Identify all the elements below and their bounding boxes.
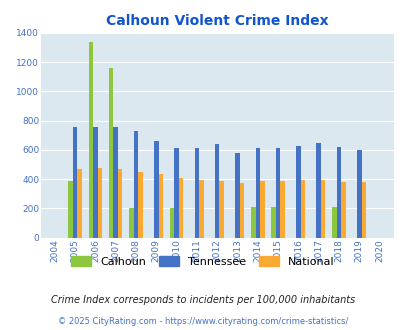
Bar [340, 182, 345, 238]
Bar [316, 143, 320, 238]
Bar [320, 180, 325, 238]
Bar [361, 182, 365, 238]
Bar [178, 179, 183, 238]
Text: © 2025 CityRating.com - https://www.cityrating.com/crime-statistics/: © 2025 CityRating.com - https://www.city… [58, 317, 347, 326]
Bar [271, 207, 275, 238]
Bar [118, 169, 122, 238]
Bar [239, 183, 244, 238]
Bar [154, 141, 158, 238]
Bar [194, 148, 199, 238]
Legend: Calhoun, Tennessee, National: Calhoun, Tennessee, National [71, 256, 334, 267]
Bar [255, 148, 260, 238]
Bar [215, 144, 219, 238]
Bar [113, 126, 118, 238]
Bar [68, 181, 73, 238]
Bar [259, 182, 264, 238]
Bar [331, 207, 336, 238]
Bar [275, 148, 279, 238]
Bar [129, 208, 134, 238]
Title: Calhoun Violent Crime Index: Calhoun Violent Crime Index [106, 14, 328, 28]
Bar [300, 180, 305, 238]
Bar [356, 150, 361, 238]
Bar [174, 148, 178, 238]
Bar [158, 174, 162, 238]
Bar [73, 126, 77, 238]
Bar [336, 147, 341, 238]
Bar [250, 207, 255, 238]
Bar [98, 168, 102, 238]
Bar [109, 68, 113, 238]
Bar [93, 126, 98, 238]
Bar [77, 169, 81, 238]
Bar [88, 42, 93, 238]
Text: Crime Index corresponds to incidents per 100,000 inhabitants: Crime Index corresponds to incidents per… [51, 295, 354, 305]
Bar [170, 208, 174, 238]
Bar [219, 181, 224, 238]
Bar [235, 153, 239, 238]
Bar [199, 180, 203, 238]
Bar [134, 131, 138, 238]
Bar [296, 146, 300, 238]
Bar [138, 172, 142, 238]
Bar [279, 181, 284, 238]
